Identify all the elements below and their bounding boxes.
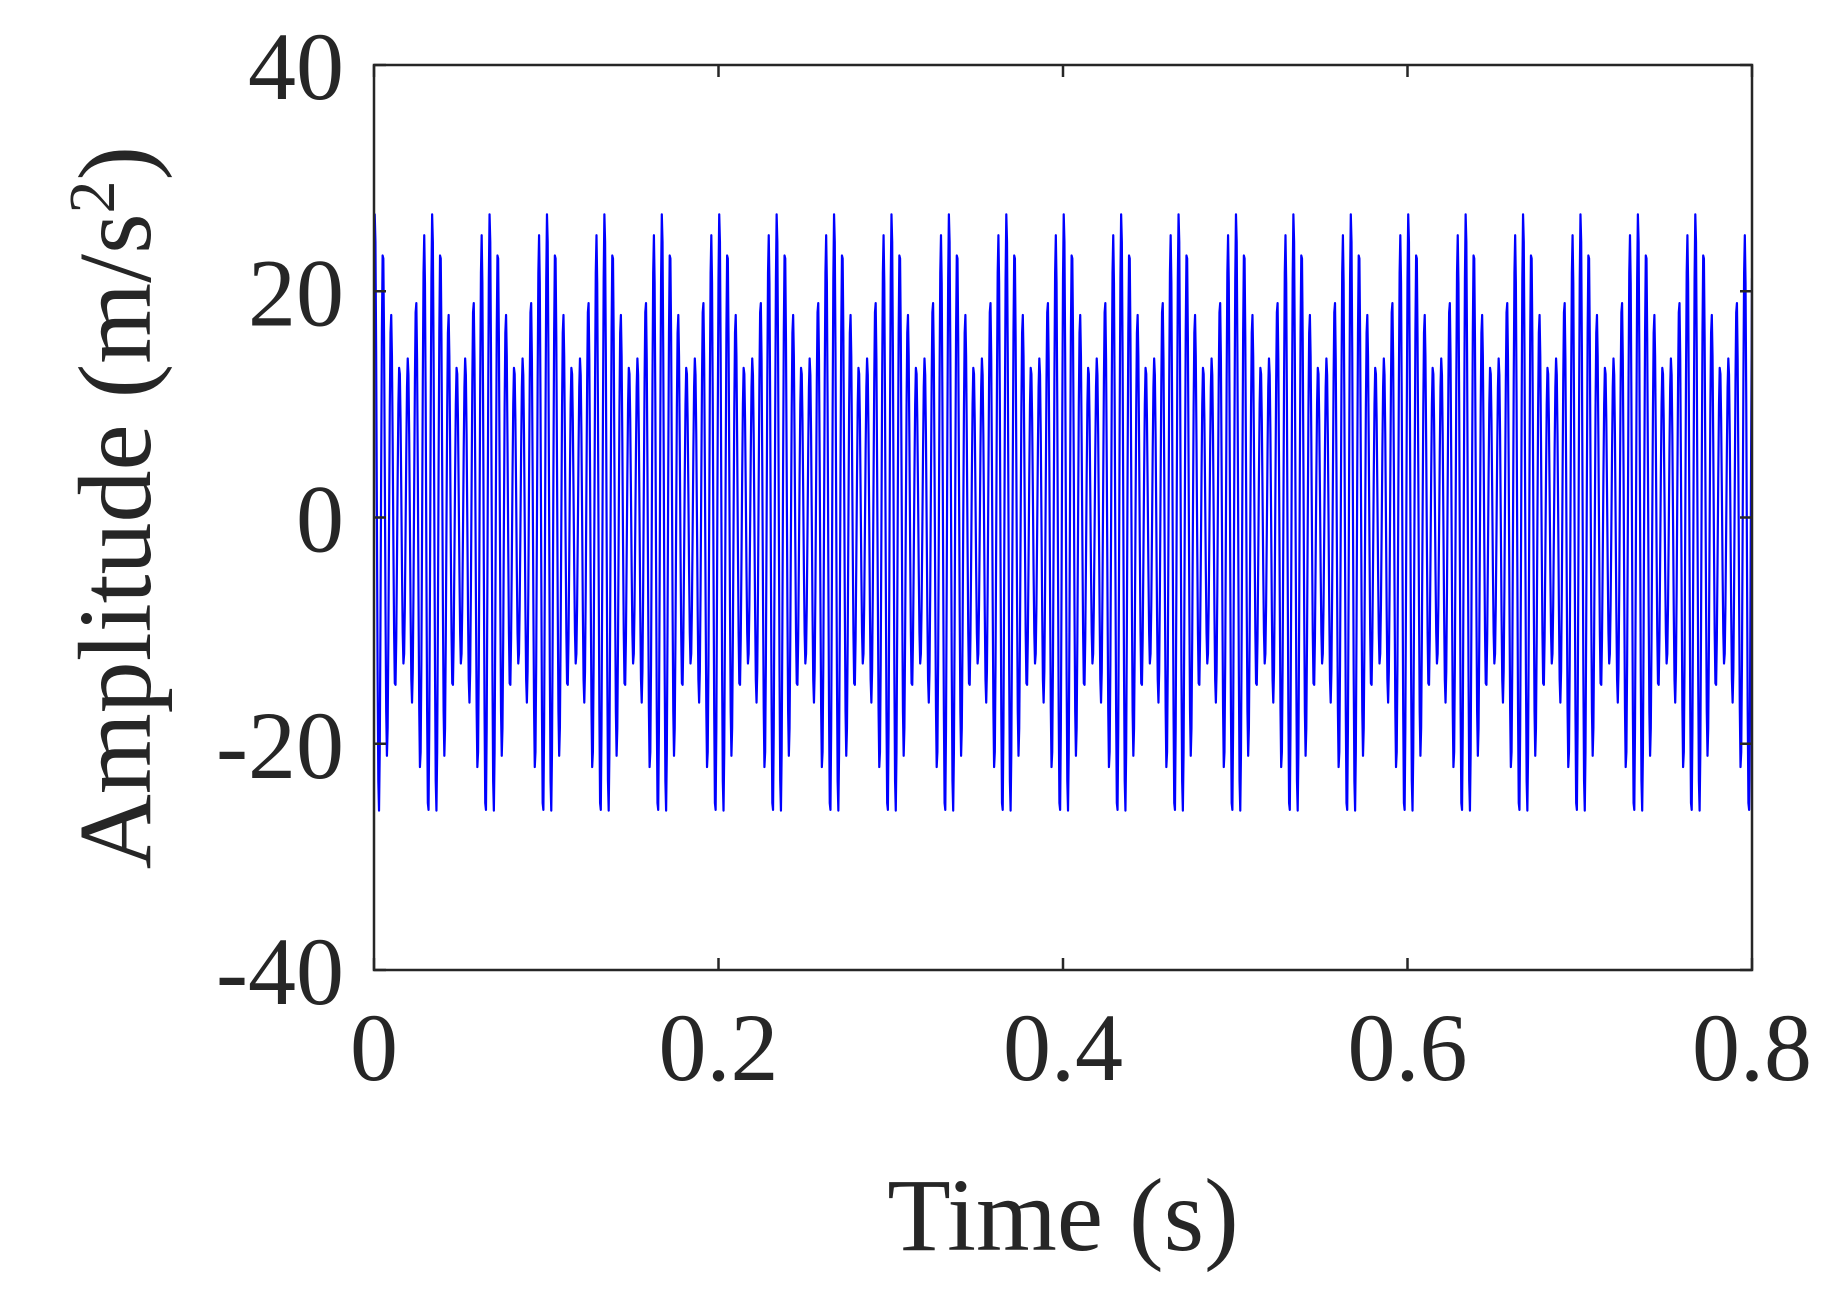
series-line [374, 213, 1752, 812]
plot-area [372, 63, 1754, 972]
y-axis-title-end: ) [58, 146, 173, 181]
y-axis: -40 -20 0 20 40 [216, 13, 1752, 1025]
y-tick-label: -40 [216, 918, 344, 1025]
x-axis: 0 0.2 0.4 0.6 0.8 [350, 65, 1812, 1101]
y-axis-title-superscript: 2 [56, 180, 129, 213]
x-tick-label: 0.2 [659, 994, 779, 1101]
x-tick-label: 0.4 [1003, 994, 1123, 1101]
x-axis-title: Time (s) [887, 1158, 1239, 1273]
x-tick-label: 0.6 [1348, 994, 1468, 1101]
y-axis-title: Amplitude (m/s2) [56, 146, 174, 869]
x-tick-label: 0.8 [1692, 994, 1812, 1101]
y-tick-label: 0 [296, 466, 344, 573]
x-tick-label: 0 [350, 994, 398, 1101]
y-tick-label: 40 [248, 13, 344, 120]
y-tick-label: 20 [248, 239, 344, 346]
y-tick-label: -20 [216, 692, 344, 799]
y-axis-title-main: Amplitude (m/s [58, 213, 173, 869]
